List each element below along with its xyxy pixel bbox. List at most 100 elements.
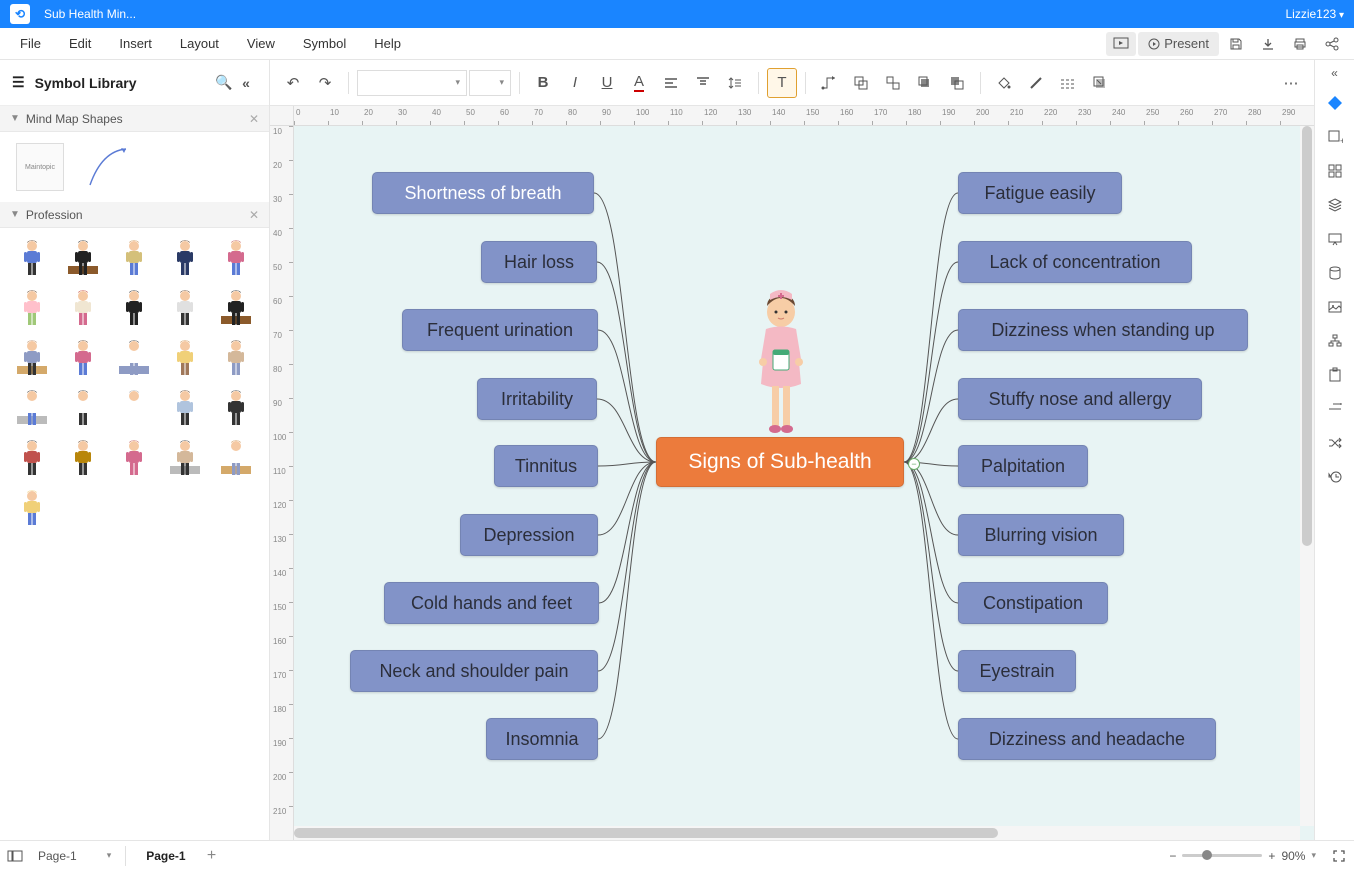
menu-layout[interactable]: Layout: [166, 28, 233, 59]
profession-shape[interactable]: [10, 436, 54, 480]
org-chart-icon[interactable]: [1320, 326, 1350, 356]
slideshow-button[interactable]: [1106, 32, 1136, 56]
ungroup-button[interactable]: [878, 68, 908, 98]
text-tool-button[interactable]: T: [767, 68, 797, 98]
diagram-page[interactable]: Signs of Sub-health Shortness of breath Ha…: [294, 126, 1314, 840]
profession-shape[interactable]: [61, 236, 105, 280]
mindmap-node[interactable]: Palpitation: [958, 445, 1088, 487]
user-menu[interactable]: Lizzie123: [1285, 7, 1344, 21]
grid-icon[interactable]: [1320, 156, 1350, 186]
mindmap-node[interactable]: Hair loss: [481, 241, 597, 283]
profession-shape[interactable]: [61, 386, 105, 430]
line-color-button[interactable]: [1021, 68, 1051, 98]
page-select[interactable]: Page-1: [30, 849, 119, 863]
line-style-button[interactable]: [1053, 68, 1083, 98]
mindmap-node[interactable]: Dizziness when standing up: [958, 309, 1248, 351]
profession-shape[interactable]: [112, 436, 156, 480]
fullscreen-button[interactable]: [1324, 841, 1354, 870]
mindmap-center-node[interactable]: Signs of Sub-health: [656, 437, 904, 487]
canvas-scroll[interactable]: Signs of Sub-health Shortness of breath Ha…: [294, 126, 1314, 840]
profession-shape[interactable]: [10, 486, 54, 530]
fill-color-button[interactable]: [989, 68, 1019, 98]
history-icon[interactable]: [1320, 462, 1350, 492]
bring-front-button[interactable]: [910, 68, 940, 98]
present-button[interactable]: Present: [1138, 32, 1219, 56]
section-profession[interactable]: ▼ Profession ✕: [0, 202, 269, 228]
theme-icon[interactable]: [1320, 88, 1350, 118]
profession-shape[interactable]: [214, 386, 258, 430]
align-top-button[interactable]: [688, 68, 718, 98]
menu-symbol[interactable]: Symbol: [289, 28, 360, 59]
profession-shape[interactable]: [112, 386, 156, 430]
presentation-icon[interactable]: [1320, 224, 1350, 254]
collapse-sidebar-icon[interactable]: «: [235, 75, 257, 91]
profession-shape[interactable]: [214, 286, 258, 330]
profession-shape[interactable]: [163, 236, 207, 280]
profession-shape[interactable]: [61, 436, 105, 480]
italic-button[interactable]: I: [560, 68, 590, 98]
insert-shape-icon[interactable]: +: [1320, 122, 1350, 152]
menu-help[interactable]: Help: [360, 28, 415, 59]
zoom-value[interactable]: 90%: [1281, 849, 1305, 863]
align-distribute-icon[interactable]: [1320, 394, 1350, 424]
mindmap-node[interactable]: Frequent urination: [402, 309, 598, 351]
menu-view[interactable]: View: [233, 28, 289, 59]
mindmap-node[interactable]: Lack of concentration: [958, 241, 1192, 283]
mindmap-node[interactable]: Irritability: [477, 378, 597, 420]
scrollbar-vertical[interactable]: [1300, 126, 1314, 826]
search-icon[interactable]: 🔍: [213, 74, 235, 91]
share-button[interactable]: [1317, 32, 1347, 56]
profession-shape[interactable]: [112, 236, 156, 280]
shape-connector[interactable]: [84, 143, 132, 191]
profession-shape[interactable]: [163, 336, 207, 380]
expand-handle[interactable]: −: [908, 458, 920, 470]
bold-button[interactable]: B: [528, 68, 558, 98]
mindmap-node[interactable]: Eyestrain: [958, 650, 1076, 692]
zoom-slider[interactable]: [1182, 854, 1262, 857]
mindmap-node[interactable]: Tinnitus: [494, 445, 598, 487]
outline-view-icon[interactable]: [0, 841, 30, 870]
page-tab[interactable]: Page-1: [132, 841, 199, 870]
profession-shape[interactable]: [163, 436, 207, 480]
profession-shape[interactable]: [163, 286, 207, 330]
line-spacing-button[interactable]: [720, 68, 750, 98]
add-page-button[interactable]: +: [200, 847, 224, 865]
image-icon[interactable]: [1320, 292, 1350, 322]
menu-edit[interactable]: Edit: [55, 28, 105, 59]
data-icon[interactable]: [1320, 258, 1350, 288]
mindmap-node[interactable]: Dizziness and headache: [958, 718, 1216, 760]
menu-insert[interactable]: Insert: [105, 28, 166, 59]
mindmap-node[interactable]: Stuffy nose and allergy: [958, 378, 1202, 420]
mindmap-node[interactable]: Shortness of breath: [372, 172, 594, 214]
close-section-icon[interactable]: ✕: [249, 208, 259, 222]
group-button[interactable]: [846, 68, 876, 98]
mindmap-node[interactable]: Fatigue easily: [958, 172, 1122, 214]
mindmap-node[interactable]: Insomnia: [486, 718, 598, 760]
undo-button[interactable]: ↶: [278, 68, 308, 98]
profession-shape[interactable]: [10, 336, 54, 380]
profession-shape[interactable]: [10, 286, 54, 330]
profession-shape[interactable]: [61, 286, 105, 330]
shape-maintopic[interactable]: Maintopic: [16, 143, 64, 191]
scrollbar-horizontal[interactable]: [294, 826, 1300, 840]
mindmap-node[interactable]: Neck and shoulder pain: [350, 650, 598, 692]
zoom-in-button[interactable]: +: [1268, 849, 1275, 863]
menu-file[interactable]: File: [6, 28, 55, 59]
save-button[interactable]: [1221, 32, 1251, 56]
shadow-button[interactable]: [1085, 68, 1115, 98]
more-button[interactable]: ⋯: [1276, 68, 1306, 98]
zoom-out-button[interactable]: −: [1169, 849, 1176, 863]
font-size-select[interactable]: [469, 70, 511, 96]
profession-shape[interactable]: [10, 236, 54, 280]
profession-shape[interactable]: [163, 386, 207, 430]
underline-button[interactable]: U: [592, 68, 622, 98]
profession-shape[interactable]: [112, 286, 156, 330]
profession-shape[interactable]: [214, 436, 258, 480]
redo-button[interactable]: ↷: [310, 68, 340, 98]
mindmap-node[interactable]: Blurring vision: [958, 514, 1124, 556]
profession-shape[interactable]: [112, 336, 156, 380]
close-section-icon[interactable]: ✕: [249, 112, 259, 126]
font-family-select[interactable]: [357, 70, 467, 96]
send-back-button[interactable]: [942, 68, 972, 98]
expand-rightbar-icon[interactable]: «: [1331, 66, 1338, 84]
